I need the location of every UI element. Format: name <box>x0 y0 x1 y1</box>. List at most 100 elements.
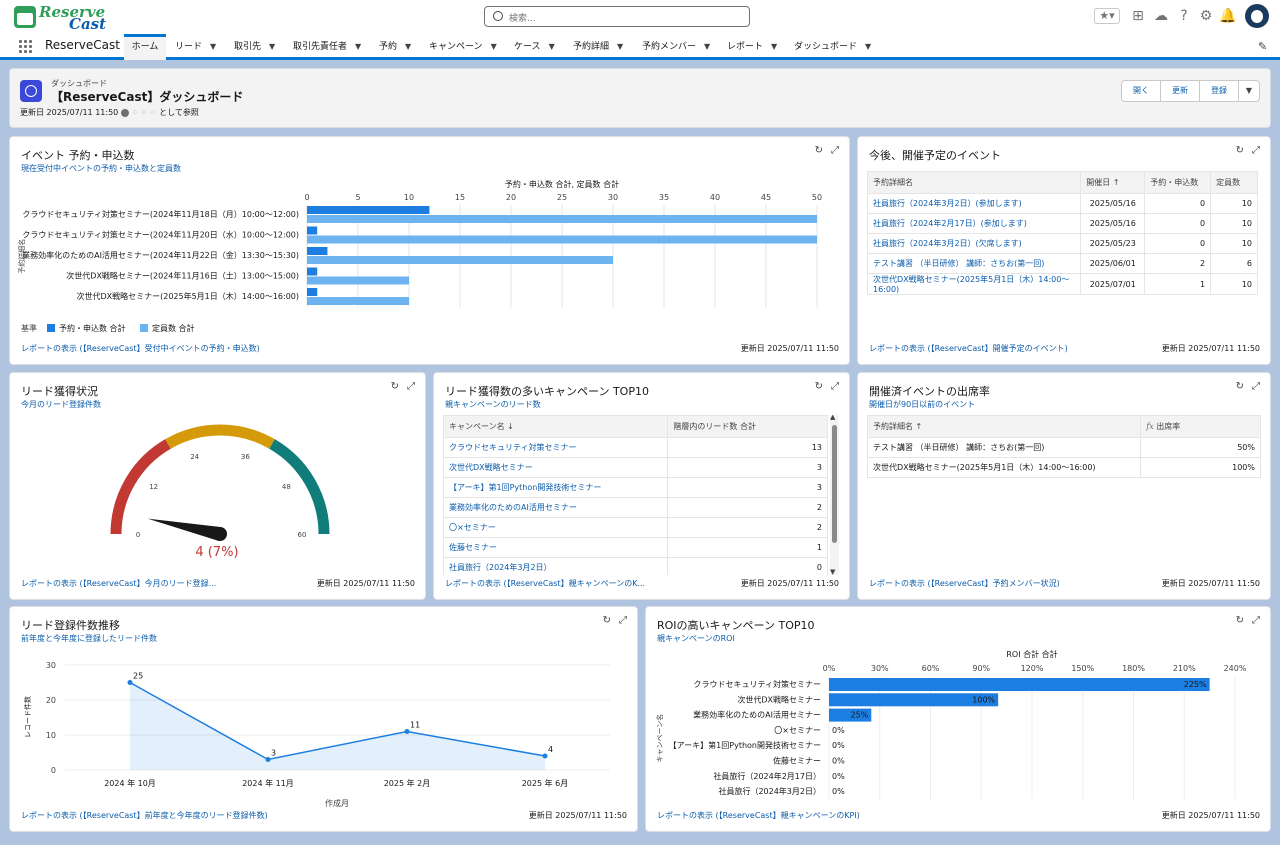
expand-icon[interactable]: ⤢ <box>831 381 839 392</box>
expand-icon[interactable]: ⤢ <box>619 615 627 626</box>
bell-icon[interactable]: 🔔 <box>1219 8 1237 24</box>
chevron-down-icon[interactable]: ▼ <box>865 42 872 51</box>
avatar[interactable] <box>1245 4 1269 28</box>
open-button[interactable]: 開く <box>1121 80 1161 102</box>
tab-reservation-members[interactable]: 予約メンバー ▼ <box>642 34 710 60</box>
app-launcher-icon[interactable] <box>19 40 33 54</box>
table-row[interactable]: 【アーキ】第1回Python開発技術セミナー 3 <box>443 477 828 498</box>
reservecast-logo[interactable]: Reserve Cast <box>14 3 114 33</box>
refresh-icon[interactable]: ↻ <box>814 145 823 156</box>
table-row[interactable]: 社員旅行（2024年2月17日）(参加します) 2025/05/16 0 10 <box>866 213 1258 234</box>
chevron-down-icon[interactable]: ▼ <box>617 42 624 51</box>
chevron-down-icon[interactable]: ▼ <box>771 42 778 51</box>
column-header[interactable]: 予約・申込数 <box>1144 171 1212 194</box>
refresh-icon[interactable]: ↻ <box>1235 381 1244 392</box>
column-header[interactable]: 開催日 ↑ <box>1080 171 1146 194</box>
chevron-down-icon[interactable]: ▼ <box>490 42 497 51</box>
column-header[interactable]: 定員数 <box>1210 171 1258 194</box>
view-report-link[interactable]: レポートの表示 (【ReserveCast】親キャンペーンのKPI) <box>657 811 860 820</box>
column-header[interactable]: 予約詳細名 ↑ <box>866 415 1142 438</box>
trailhead-icon[interactable]: ☁ <box>1154 8 1168 24</box>
table-row[interactable]: 社員旅行（2024年3月2日） 0 <box>443 557 828 575</box>
view-report-link[interactable]: レポートの表示 (【ReserveCast】受付中イベントの予約・申込数) <box>21 344 260 353</box>
tab-home[interactable]: ホーム <box>124 34 166 60</box>
table-row[interactable]: 次世代DX戦略セミナー 3 <box>443 457 828 478</box>
view-report-link[interactable]: レポートの表示 (【ReserveCast】前年度と今年度のリード登録件数) <box>21 811 268 820</box>
table-row[interactable]: 次世代DX戦略セミナー(2025年5月1日（木）14:00～16:00) 100% <box>866 457 1261 478</box>
tab-campaigns[interactable]: キャンペーン ▼ <box>429 34 497 60</box>
table-row[interactable]: 〇×セミナー 2 <box>443 517 828 538</box>
view-report-link[interactable]: レポートの表示 (【ReserveCast】開催予定のイベント) <box>869 344 1068 353</box>
table-cell[interactable]: 次世代DX戦略セミナー(2025年5月1日（木）14:00～16:00) <box>866 273 1082 295</box>
card-subtitle[interactable]: 開催日が90日以前のイベント <box>869 400 976 409</box>
tab-reservations[interactable]: 予約 ▼ <box>379 34 411 60</box>
scrollbar-thumb[interactable] <box>832 425 837 543</box>
tab-reservation-details[interactable]: 予約詳細 ▼ <box>573 34 623 60</box>
chevron-down-icon[interactable]: ▼ <box>405 42 412 51</box>
chevron-down-icon[interactable]: ▼ <box>355 42 362 51</box>
gear-icon[interactable]: ⚙ <box>1199 8 1213 24</box>
tab-contacts[interactable]: 取引先責任者 ▼ <box>293 34 361 60</box>
table-row[interactable]: テスト講習 （半日研修） 講師：さちお(第一回) 2025/06/01 2 6 <box>866 253 1258 274</box>
tab-accounts[interactable]: 取引先 ▼ <box>234 34 275 60</box>
chevron-down-icon[interactable]: ▼ <box>269 42 276 51</box>
column-header[interactable]: 予約詳細名 <box>866 171 1082 194</box>
expand-icon[interactable]: ⤢ <box>1252 381 1260 392</box>
refresh-icon[interactable]: ↻ <box>814 381 823 392</box>
column-header[interactable]: fx 出席率 <box>1140 415 1261 438</box>
table-row[interactable]: 社員旅行（2024年3月2日）(欠席します) 2025/05/23 0 10 <box>866 233 1258 254</box>
table-cell[interactable]: 〇×セミナー <box>443 517 669 538</box>
refresh-button[interactable]: 更新 <box>1160 80 1200 102</box>
chevron-down-icon[interactable]: ▼ <box>704 42 711 51</box>
add-icon[interactable]: ⊞ <box>1132 8 1144 24</box>
refresh-icon[interactable]: ↻ <box>1235 615 1244 626</box>
table-cell[interactable]: 社員旅行（2024年3月2日）(参加します) <box>866 193 1082 214</box>
view-report-link[interactable]: レポートの表示 (【ReserveCast】今月のリード登録... <box>21 579 217 588</box>
card-subtitle[interactable]: 今月のリード登録件数 <box>21 400 101 409</box>
table-cell[interactable]: 業務効率化のためのAI活用セミナー <box>443 497 669 518</box>
tab-reports[interactable]: レポート ▼ <box>727 34 777 60</box>
table-scroll-area[interactable]: キャンペーン名 ↓ 階層内のリード数 合計 クラウドセキュリティ対策セミナー 13… <box>443 415 839 575</box>
info-icon[interactable] <box>120 108 129 117</box>
tab-dashboards[interactable]: ダッシュボード ▼ <box>794 34 871 60</box>
table-row[interactable]: 次世代DX戦略セミナー(2025年5月1日（木）14:00～16:00) 2025… <box>866 273 1258 295</box>
table-cell[interactable]: 社員旅行（2024年3月2日）(欠席します) <box>866 233 1082 254</box>
expand-icon[interactable]: ⤢ <box>1252 615 1260 626</box>
help-icon[interactable]: ? <box>1180 8 1188 24</box>
tab-cases[interactable]: ケース ▼ <box>514 34 555 60</box>
expand-icon[interactable]: ⤢ <box>831 145 839 156</box>
table-cell[interactable]: 佐藤セミナー <box>443 537 669 558</box>
column-header[interactable]: 階層内のリード数 合計 <box>667 415 828 438</box>
table-cell[interactable]: 社員旅行（2024年3月2日） <box>443 557 669 575</box>
card-subtitle[interactable]: 親キャンペーンのリード数 <box>445 400 541 409</box>
refresh-icon[interactable]: ↻ <box>1235 145 1244 156</box>
global-search-input[interactable]: 検索... <box>484 6 750 27</box>
expand-icon[interactable]: ⤢ <box>407 381 415 392</box>
card-subtitle[interactable]: 前年度と今年度に登録したリード件数 <box>21 634 157 643</box>
chevron-down-icon[interactable]: ▼ <box>1238 80 1260 102</box>
table-row[interactable]: 社員旅行（2024年3月2日）(参加します) 2025/05/16 0 10 <box>866 193 1258 214</box>
table-row[interactable]: 業務効率化のためのAI活用セミナー 2 <box>443 497 828 518</box>
chevron-down-icon[interactable]: ▼ <box>548 42 555 51</box>
view-report-link[interactable]: レポートの表示 (【ReserveCast】予約メンバー状況) <box>869 579 1060 588</box>
edit-nav-icon[interactable]: ✎ <box>1258 40 1268 53</box>
column-header[interactable]: キャンペーン名 ↓ <box>443 415 669 438</box>
card-subtitle[interactable]: 現在受付中イベントの予約・申込数と定員数 <box>21 164 181 173</box>
table-cell[interactable]: 【アーキ】第1回Python開発技術セミナー <box>443 477 669 498</box>
refresh-icon[interactable]: ↻ <box>602 615 611 626</box>
scrollbar[interactable]: ▲ ▼ <box>830 415 839 575</box>
table-cell[interactable]: テスト講習 （半日研修） 講師：さちお(第一回) <box>866 253 1082 274</box>
chevron-down-icon[interactable]: ▼ <box>210 42 217 51</box>
table-cell[interactable]: 社員旅行（2024年2月17日）(参加します) <box>866 213 1082 234</box>
scroll-down-icon[interactable]: ▼ <box>830 568 836 575</box>
expand-icon[interactable]: ⤢ <box>1252 145 1260 156</box>
tab-leads[interactable]: リード ▼ <box>175 34 216 60</box>
table-cell[interactable]: クラウドセキュリティ対策セミナー <box>443 437 669 458</box>
subscribe-button[interactable]: 登録 <box>1199 80 1239 102</box>
table-row[interactable]: テスト講習 （半日研修） 講師：さちお(第一回) 50% <box>866 437 1261 458</box>
favorites-star-icon[interactable]: ★▾ <box>1094 8 1120 24</box>
card-subtitle[interactable]: 親キャンペーンのROI <box>657 634 735 643</box>
table-row[interactable]: クラウドセキュリティ対策セミナー 13 <box>443 437 828 458</box>
view-report-link[interactable]: レポートの表示 (【ReserveCast】親キャンペーンのK... <box>445 579 646 588</box>
table-row[interactable]: 佐藤セミナー 1 <box>443 537 828 558</box>
